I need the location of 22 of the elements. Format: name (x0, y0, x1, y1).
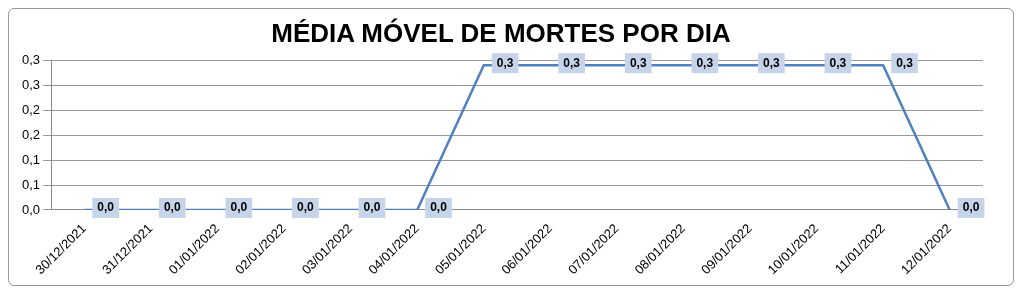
y-tick-label: 0,0 (21, 201, 41, 217)
data-label: 0,0 (430, 200, 448, 215)
y-tick-label: 0,1 (21, 176, 41, 192)
chart-title: MÉDIA MÓVEL DE MORTES POR DIA (271, 17, 731, 48)
data-label: 0,0 (230, 200, 248, 215)
data-label: 0,0 (962, 200, 980, 215)
data-label: 0,3 (829, 55, 847, 70)
data-label: 0,3 (896, 55, 914, 70)
data-label: 0,3 (696, 55, 714, 70)
y-tick-label: 0,2 (21, 101, 41, 117)
y-tick-label: 0,2 (21, 126, 41, 142)
data-label: 0,0 (363, 200, 381, 215)
y-tick-label: 0,3 (21, 76, 41, 92)
data-label: 0,0 (297, 200, 315, 215)
data-label: 0,3 (496, 55, 514, 70)
data-label: 0,3 (763, 55, 781, 70)
y-tick-label: 0,3 (21, 51, 41, 67)
data-label: 0,3 (563, 55, 581, 70)
data-label: 0,0 (97, 200, 115, 215)
y-tick-label: 0,1 (21, 151, 41, 167)
data-label: 0,0 (163, 200, 181, 215)
data-label: 0,3 (629, 55, 647, 70)
